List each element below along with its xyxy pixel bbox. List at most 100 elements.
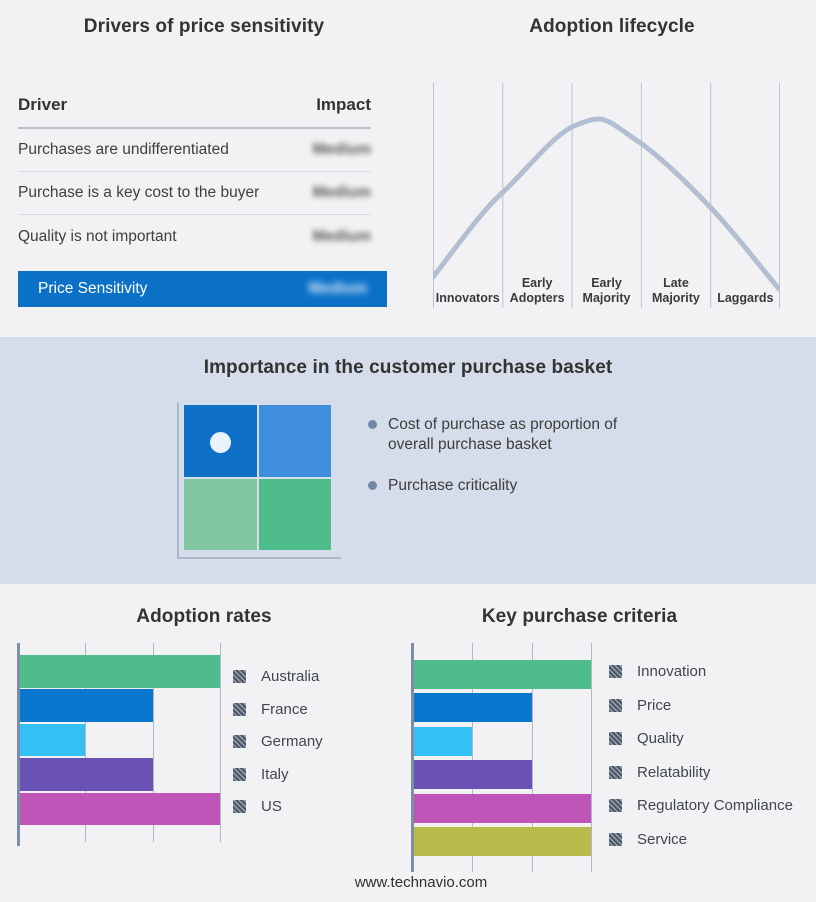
legend-swatch-icon: [233, 767, 246, 781]
quadrant-cell-bottom-left: [184, 478, 257, 550]
legend-label: France: [261, 700, 308, 718]
impact-value: Medium: [312, 227, 371, 245]
legend-label: Quality: [637, 730, 684, 748]
legend-item: Relatability: [609, 764, 710, 781]
impact-value: Medium: [312, 141, 371, 158]
chart-gridline: [472, 643, 474, 872]
bar-service: [414, 827, 592, 856]
bullet-dot-icon: [368, 420, 377, 429]
chart-gridline: [85, 643, 87, 842]
lifecycle-title: Adoption lifecycle: [529, 16, 695, 37]
stage-label: Early Adopters: [509, 276, 565, 305]
chart-y-axis: [411, 643, 414, 872]
drivers-table: Driver Impact Purchases are undifferenti…: [18, 95, 371, 258]
bar-italy: [19, 758, 153, 791]
lifecycle-stage-labels: Innovators Early Adopters Early Majority La…: [433, 276, 780, 306]
purchase-basket-quadrant: [177, 403, 343, 561]
legend-swatch-icon: [609, 698, 622, 712]
bar-quality: [414, 726, 473, 756]
legend-label: US: [261, 798, 282, 815]
driver-label: Purchases are undifferentiated: [18, 141, 229, 158]
legend-label: Service: [637, 831, 688, 848]
legend-swatch-icon: [609, 833, 622, 846]
legend-item: Service: [609, 831, 687, 848]
chart-gridline: [152, 643, 154, 842]
drivers-title: Drivers of price sensitivity: [83, 16, 325, 37]
adoption-rates-title: Adoption rates: [136, 606, 272, 627]
legend-label: Relatability: [637, 763, 711, 781]
column-driver: Driver: [18, 95, 68, 114]
legend-swatch-icon: [609, 665, 622, 678]
legend-swatch-icon: [233, 800, 246, 813]
column-impact: Impact: [316, 95, 371, 114]
bar-us: [19, 792, 220, 826]
quadrant-grid: [184, 405, 331, 550]
legend-swatch-icon: [233, 670, 246, 683]
drivers-rows: Purchases are undifferentiated Medium Purc…: [18, 129, 371, 258]
basket-bullet: Purchase criticality: [368, 476, 626, 496]
legend-swatch-icon: [609, 732, 622, 746]
legend-item: Italy: [233, 766, 289, 783]
bottom-charts-section: Adoption rates Key purchase criteria Aus…: [0, 584, 816, 902]
basket-bullet: Cost of purchase as proportion of overal…: [368, 415, 626, 454]
bar-price: [414, 693, 532, 722]
impact-value: Medium: [312, 184, 371, 201]
legend-item: Australia: [233, 668, 319, 685]
price-sensitivity-impact: Medium: [308, 280, 367, 297]
purchase-basket-band: Importance in the customer purchase bask…: [0, 337, 816, 584]
legend-item: Innovation: [609, 663, 706, 680]
bar-germany: [19, 723, 86, 757]
chart-gridline: [531, 643, 533, 872]
legend-item: Price: [609, 697, 671, 714]
quadrant-y-axis: [177, 403, 179, 559]
legend-swatch-icon: [233, 702, 246, 716]
bell-curve: [433, 116, 780, 292]
driver-row: Purchases are undifferentiated Medium: [18, 129, 371, 172]
bar-innovation: [414, 659, 592, 689]
stage-label: Laggards: [717, 291, 774, 305]
legend-item: Regulatory Compliance: [609, 797, 793, 814]
driver-row: Quality is not important Medium: [18, 215, 371, 258]
adoption-lifecycle-chart: Innovators Early Adopters Early Majority La…: [433, 83, 780, 308]
bell-curve-plot: [433, 83, 780, 308]
key-purchase-criteria-title: Key purchase criteria: [481, 606, 678, 627]
quadrant-cell-top-right: [258, 405, 331, 477]
legend-label: Germany: [261, 733, 323, 750]
legend-label: Price: [637, 696, 672, 714]
chart-y-axis: [16, 643, 20, 846]
driver-label: Quality is not important: [18, 227, 177, 245]
bar-regulatory-compliance: [414, 793, 592, 823]
quadrant-dot: [210, 432, 231, 453]
quadrant-cell-top-left: [184, 405, 257, 477]
legend-label: Innovation: [637, 663, 707, 680]
legend-swatch-icon: [233, 735, 246, 748]
footer-url: www.technavio.com: [354, 874, 488, 891]
legend-label: Italy: [261, 765, 289, 783]
stage-label: Early Majority: [582, 276, 631, 305]
basket-bullet-list: Cost of purchase as proportion of overal…: [368, 415, 638, 518]
legend-item: US: [233, 798, 282, 815]
driver-row: Purchase is a key cost to the buyer Mediu…: [18, 172, 371, 215]
legend-item: Germany: [233, 733, 323, 750]
legend-label: Australia: [261, 668, 320, 685]
price-sensitivity-row: Price Sensitivity Medium: [18, 271, 387, 307]
bar-france: [19, 689, 153, 722]
legend-swatch-icon: [609, 765, 622, 779]
stage-label: Late Majority: [651, 276, 700, 305]
quadrant-cell-bottom-right: [258, 478, 331, 550]
bar-australia: [19, 655, 220, 688]
drivers-table-header: Driver Impact: [18, 95, 371, 129]
price-sensitivity-label: Price Sensitivity: [38, 280, 148, 297]
chart-gridline: [591, 643, 593, 872]
bar-relatability: [414, 760, 532, 789]
stage-label: Innovators: [435, 291, 500, 305]
legend-label: Regulatory Compliance: [637, 797, 793, 815]
basket-title: Importance in the customer purchase bask…: [203, 357, 613, 378]
quadrant-x-axis: [177, 557, 341, 559]
legend-item: France: [233, 701, 308, 718]
legend-swatch-icon: [609, 799, 622, 813]
driver-label: Purchase is a key cost to the buyer: [18, 184, 260, 201]
chart-gridline: [219, 643, 221, 842]
bullet-dot-icon: [368, 481, 377, 490]
